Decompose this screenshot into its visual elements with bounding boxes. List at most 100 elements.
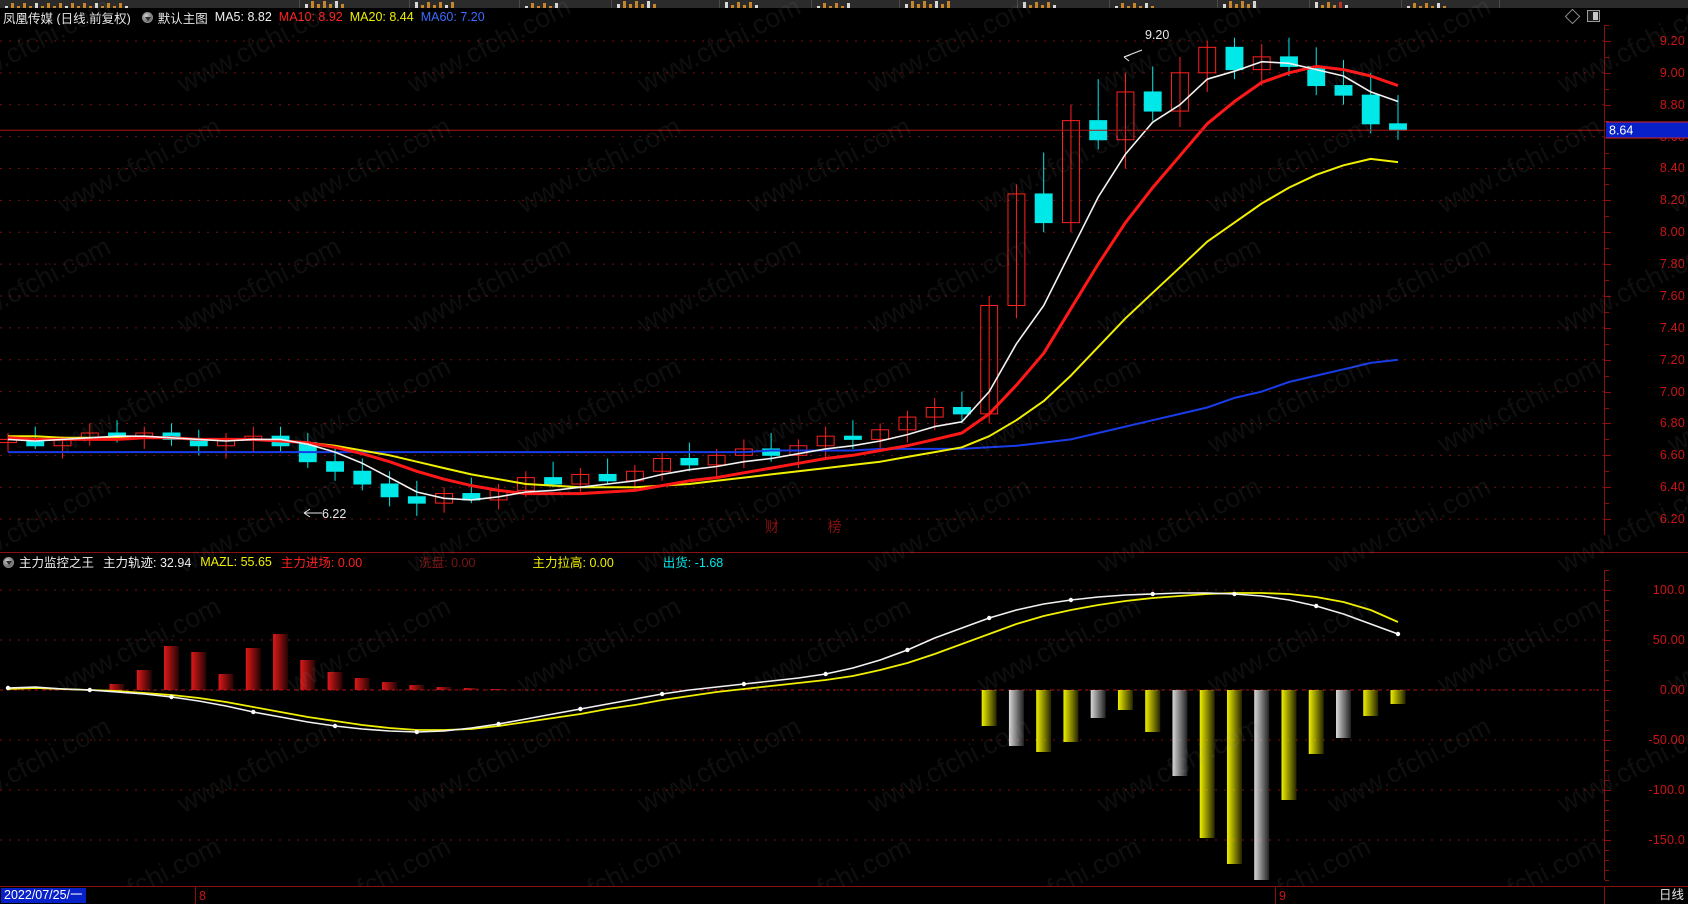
diamond-icon[interactable] [1564, 8, 1581, 24]
toolbar-icon[interactable] [451, 2, 454, 8]
toolbar-icon[interactable] [1241, 1, 1244, 8]
toolbar-icon[interactable] [89, 6, 92, 8]
candle-body[interactable] [571, 473, 590, 485]
toolbar-icon[interactable] [1327, 2, 1330, 8]
indicator-name[interactable]: 主力监控之王 [19, 556, 95, 570]
indicator-axis[interactable]: 100.0 50.00 0.00 -50.00 -100.0 -150.0 [1604, 570, 1688, 881]
toolbar-group[interactable] [1310, 0, 1402, 8]
toolbar-icon[interactable] [653, 4, 656, 8]
toolbar-icon[interactable] [755, 5, 758, 8]
toolbar-icon[interactable] [543, 3, 546, 8]
toolbar-icon[interactable] [1029, 5, 1032, 8]
toolbar-icon[interactable] [1035, 2, 1038, 8]
toolbar-icon[interactable] [555, 3, 558, 8]
toolbar-icon[interactable] [947, 1, 950, 8]
price-plot[interactable]: 9.20 6.22 [0, 25, 1604, 535]
toolbar-icon[interactable] [1443, 6, 1446, 8]
toolbar-icon[interactable] [623, 1, 626, 8]
toolbar-icon[interactable] [1047, 2, 1050, 8]
toolbar-icon[interactable] [1041, 5, 1044, 8]
toolbar-icon[interactable] [1419, 6, 1422, 8]
toolbar-icon[interactable] [125, 6, 128, 8]
toolbar-group[interactable] [0, 0, 300, 8]
stock-title[interactable]: 凤凰传媒 (日线.前复权) [3, 11, 131, 26]
toolbar-icon[interactable] [1437, 3, 1440, 8]
toolbar-icon[interactable] [335, 1, 338, 8]
toolbar-icon[interactable] [1235, 4, 1238, 8]
candle-body[interactable] [1116, 91, 1135, 141]
toolbar-icon[interactable] [1229, 1, 1232, 8]
toolbar-icon[interactable] [911, 1, 914, 8]
toolbar-icon[interactable] [647, 1, 650, 8]
toolbar-icon[interactable] [1223, 4, 1226, 8]
toolbar-group[interactable] [720, 0, 812, 8]
toolbar-group[interactable] [300, 0, 410, 8]
toolbar-icon[interactable] [731, 5, 734, 8]
toolbar-icon[interactable] [1413, 3, 1416, 8]
toolbar-group[interactable] [812, 0, 900, 8]
chevron-down-circle-icon[interactable] [141, 12, 153, 23]
toolbar-icon[interactable] [119, 3, 122, 8]
toolbar-icon[interactable] [525, 6, 528, 8]
toolbar-icon[interactable] [29, 6, 32, 8]
toolbar-icon[interactable] [101, 6, 104, 8]
toolbar-icon[interactable] [641, 4, 644, 8]
toolbar-icon[interactable] [841, 6, 844, 8]
toolbar-icon[interactable] [1407, 6, 1410, 8]
toolbar-icon[interactable] [23, 3, 26, 8]
candle-body[interactable] [925, 407, 944, 418]
toolbar-icon[interactable] [95, 3, 98, 8]
toolbar-icon[interactable] [617, 4, 620, 8]
candle-body[interactable] [762, 448, 781, 456]
candle-body[interactable] [1198, 46, 1217, 74]
candle-body[interactable] [952, 407, 971, 415]
toolbar-icon[interactable] [1115, 6, 1118, 8]
candle-body[interactable] [0, 438, 17, 444]
toolbar-icon[interactable] [725, 2, 728, 8]
toolbar-icon[interactable] [1431, 6, 1434, 8]
toolbar-icon[interactable] [83, 3, 86, 8]
toolbar-icon[interactable] [635, 1, 638, 8]
toolbar-icon[interactable] [537, 6, 540, 8]
candle-body[interactable] [1007, 193, 1026, 306]
candle-body[interactable] [1171, 72, 1189, 112]
candle-body[interactable] [1334, 85, 1353, 96]
toolbar-icon[interactable] [1121, 3, 1124, 8]
toolbar-icon[interactable] [77, 6, 80, 8]
candle-body[interactable] [1280, 56, 1298, 67]
candle-body[interactable] [1389, 123, 1407, 131]
toolbar-group[interactable] [900, 0, 1018, 8]
toolbar-icon[interactable] [113, 6, 116, 8]
toolbar-icon[interactable] [71, 3, 74, 8]
candle-body[interactable] [1252, 56, 1271, 71]
toolbar-group[interactable] [410, 0, 520, 8]
toolbar-icon[interactable] [743, 5, 746, 8]
split-pane-icon[interactable] [1587, 10, 1600, 22]
toolbar-icon[interactable] [439, 2, 442, 8]
toolbar-icon[interactable] [1345, 5, 1348, 8]
price-axis[interactable]: 9.209.008.808.608.408.208.007.807.607.40… [1604, 25, 1688, 535]
toolbar-icon[interactable] [1145, 3, 1148, 8]
toolbar-icon[interactable] [433, 5, 436, 8]
chevron-down-circle-icon[interactable] [3, 556, 14, 568]
toolbar-icon[interactable] [53, 6, 56, 8]
toolbar-icon[interactable] [341, 4, 344, 8]
indicator-plot[interactable] [0, 570, 1604, 880]
toolbar-icon[interactable] [5, 6, 8, 8]
toolbar-icon[interactable] [17, 6, 20, 8]
toolbar-icon[interactable] [847, 3, 850, 8]
toolbar-icon[interactable] [941, 4, 944, 8]
toolbar-group[interactable] [1018, 0, 1110, 8]
toolbar-icon[interactable] [305, 4, 308, 8]
toolbar-icon[interactable] [107, 3, 110, 8]
toolbar-icon[interactable] [1151, 6, 1154, 8]
toolbar-icon[interactable] [817, 6, 820, 8]
toolbar-icon[interactable] [749, 2, 752, 8]
toolbar-icon[interactable] [1339, 2, 1342, 8]
toolbar-icon[interactable] [311, 1, 314, 8]
toolbar-icon[interactable] [59, 3, 62, 8]
toolbar-icon[interactable] [35, 3, 38, 8]
cycle-label[interactable]: 日线 [1658, 888, 1684, 902]
toolbar-icon[interactable] [549, 6, 552, 8]
candle-body[interactable] [680, 458, 699, 466]
